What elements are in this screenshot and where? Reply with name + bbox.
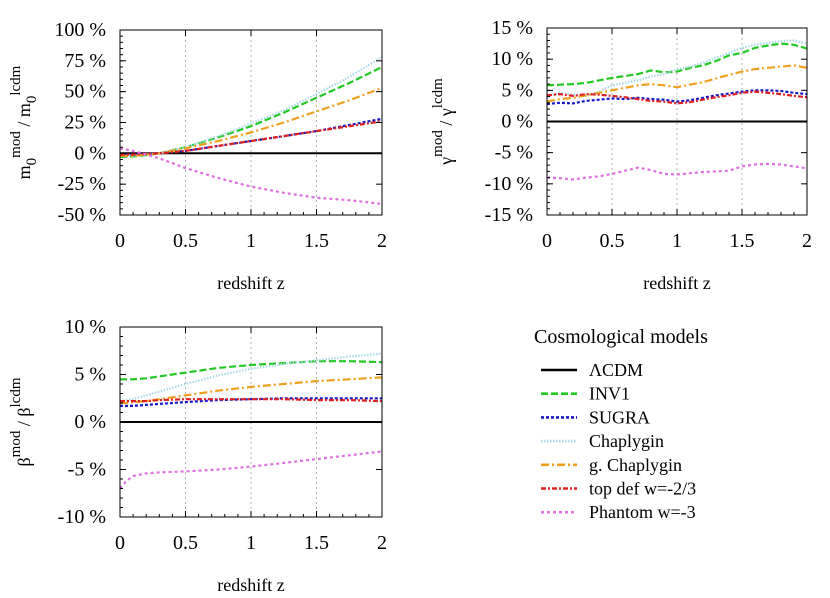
y-tick-label: 75 % — [64, 50, 106, 72]
legend-entry-label: INV1 — [589, 384, 630, 404]
legend-title: Cosmological models — [534, 326, 708, 348]
series-line-g-chaplygin — [120, 86, 383, 157]
y-tick-label: 5 % — [74, 364, 106, 386]
series-line-sugra — [120, 397, 382, 407]
x-tick-label: 1 — [246, 532, 256, 554]
y-tick-label: 100 % — [54, 19, 106, 41]
y-tick-label: 25 % — [64, 112, 106, 134]
y-tick-label: -10 % — [485, 173, 533, 195]
x-tick-label: 1.5 — [304, 230, 329, 252]
legend-entry-label: Phantom w=-3 — [589, 502, 696, 522]
y-tick-label: 50 % — [64, 81, 106, 103]
y-tick-label: 0 % — [501, 111, 533, 133]
series-line-g-chaplygin — [120, 376, 383, 405]
y-tick-label: -25 % — [58, 173, 106, 195]
series-line-inv1 — [120, 360, 383, 381]
legend: Cosmological models ΛCDM INV1 SUGRA Chaplyg… — [534, 326, 708, 522]
series-line-sugra — [546, 89, 808, 106]
x-tick-label: 1.5 — [730, 230, 755, 252]
y-tick-label: -50 % — [58, 204, 106, 226]
panel-beta-ratio: 0 0.5 1 1.5 2 -10 % -5 % 0 % 5 % 10 % redshift z βm… — [8, 316, 387, 595]
y-tick-label: 10 % — [64, 316, 106, 338]
x-tick-label: 0 — [115, 230, 125, 252]
legend-entry-label: Chaplygin — [589, 431, 664, 451]
y-tick-label: -5 % — [68, 459, 106, 481]
series-line-chaplygin — [546, 39, 808, 98]
x-tick-label: 2 — [377, 230, 387, 252]
x-tick-label: 0.5 — [173, 230, 198, 252]
x-axis-label: redshift z — [217, 575, 284, 595]
y-tick-label: 0 % — [74, 411, 106, 433]
x-tick-label: 0 — [115, 532, 125, 554]
series-line-inv1 — [546, 42, 808, 87]
x-tick-label: 0.5 — [173, 532, 198, 554]
y-tick-label: 10 % — [491, 48, 533, 70]
x-tick-label: 1.5 — [304, 532, 329, 554]
x-axis-label: redshift z — [643, 273, 710, 293]
y-tick-label: 0 % — [74, 142, 106, 164]
y-axis-label: m0mod / m0lcdm — [8, 65, 40, 179]
legend-entry-label: ΛCDM — [589, 360, 643, 380]
y-tick-label: -15 % — [485, 204, 533, 226]
y-axis-label: γmod / γlcdm — [430, 78, 456, 166]
series-line-phantom-w-3 — [119, 147, 383, 205]
series-line-top-def-w-2-3 — [120, 120, 383, 156]
x-tick-label: 0.5 — [600, 230, 625, 252]
panel-growth-index-ratio: 0 0.5 1 1.5 2 -15 % -10 % -5 % 0 % 5 % 10 % 15 % red… — [430, 17, 812, 293]
x-tick-label: 1 — [672, 230, 682, 252]
x-tick-label: 2 — [377, 532, 387, 554]
y-tick-label: 5 % — [501, 79, 533, 101]
y-axis-label: βmod / βlcdm — [8, 377, 34, 466]
y-tick-label: -5 % — [495, 142, 533, 164]
x-tick-label: 2 — [802, 230, 812, 252]
plot-frame — [119, 29, 383, 216]
legend-entry-label: SUGRA — [589, 407, 650, 427]
series-line-phantom-w-3 — [546, 162, 808, 181]
panel-mass-ratio: 0 0.5 1 1.5 2 -50 % -25 % 0 % 25 % 50 % 75 % 100 % r… — [8, 19, 387, 293]
legend-entry-label: g. Chaplygin — [589, 455, 682, 475]
series-line-chaplygin — [119, 352, 383, 403]
series-line-g-chaplygin — [546, 64, 808, 103]
x-tick-label: 0 — [542, 230, 552, 252]
x-tick-label: 1 — [246, 230, 256, 252]
x-axis-label: redshift z — [217, 273, 284, 293]
legend-entry-label: top def w=-2/3 — [589, 479, 696, 499]
y-tick-label: -10 % — [58, 506, 106, 528]
y-tick-label: 15 % — [491, 17, 533, 39]
series-line-top-def-w-2-3 — [120, 398, 383, 403]
